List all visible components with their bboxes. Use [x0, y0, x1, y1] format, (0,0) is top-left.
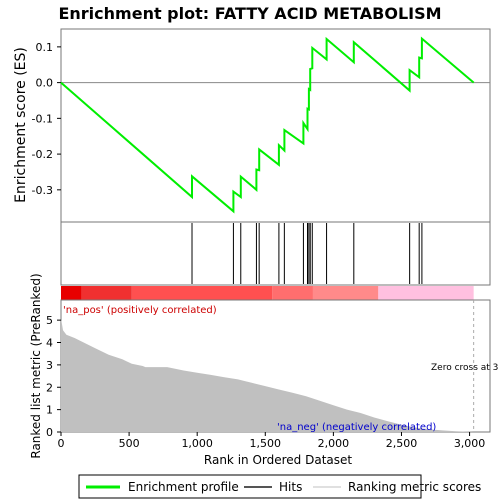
hits-panel-frame — [60, 221, 491, 286]
es-y-tick-label: -0.2 — [32, 148, 53, 161]
metric-y-tick-label: 0 — [46, 426, 53, 439]
metric-y-tick-label: 4 — [46, 337, 53, 350]
chart-title: Enrichment plot: FATTY ACID METABOLISM — [58, 4, 441, 23]
ranking-metric-area — [61, 320, 474, 432]
metric-y-tick-label: 5 — [46, 314, 53, 327]
color-bar-segment — [272, 286, 313, 300]
metric-y-tick-label: 3 — [46, 359, 53, 372]
x-tick-label: 3,000 — [454, 437, 486, 450]
positive-label: 'na_pos' (positively correlated) — [63, 305, 217, 316]
x-tick-label: 0 — [58, 437, 65, 450]
x-axis-label: Rank in Ordered Dataset — [204, 453, 352, 467]
color-bar-segment — [81, 286, 132, 300]
x-tick-label: 1,500 — [250, 437, 282, 450]
es-y-tick-label: 0.1 — [36, 41, 54, 54]
color-bar-segment — [61, 286, 82, 300]
hits-group — [191, 223, 423, 284]
metric-y-tick-label: 1 — [46, 404, 53, 417]
legend-hits-label: Hits — [279, 480, 302, 494]
metric-y-axis: 0 1 2 3 4 5 — [46, 314, 61, 439]
negative-label: 'na_neg' (negatively correlated) — [277, 422, 436, 433]
metric-x-axis: 0 500 1,000 1,500 2,000 2,500 3,000 — [58, 432, 486, 450]
color-bar-segment — [378, 286, 474, 300]
x-tick-label: 2,000 — [318, 437, 350, 450]
legend-metric-label: Ranking metric scores — [348, 480, 481, 494]
es-y-tick-label: -0.3 — [32, 184, 53, 197]
zero-cross-label: Zero cross at 3 — [431, 363, 498, 373]
x-tick-label: 2,500 — [386, 437, 418, 450]
enrichment-profile-line — [60, 36, 475, 214]
es-y-axis-label: Enrichment score (ES) — [13, 47, 29, 203]
es-panel-frame — [60, 28, 491, 223]
legend: Enrichment profile Hits Ranking metric s… — [78, 474, 481, 499]
es-y-tick-label: -0.1 — [32, 112, 53, 125]
color-bar-segment — [312, 286, 379, 300]
metric-y-axis-label: Ranked list metric (PreRanked) — [29, 273, 43, 458]
es-y-tick-label: 0.0 — [36, 77, 54, 90]
color-bar-segment — [131, 286, 273, 300]
ranking-color-bar — [61, 286, 474, 300]
es-y-axis: -0.3 -0.2 -0.1 0.0 0.1 — [32, 41, 61, 197]
x-tick-label: 1,000 — [181, 437, 213, 450]
metric-y-tick-label: 2 — [46, 381, 53, 394]
x-tick-label: 500 — [119, 437, 140, 450]
legend-enrichment-label: Enrichment profile — [128, 480, 239, 494]
